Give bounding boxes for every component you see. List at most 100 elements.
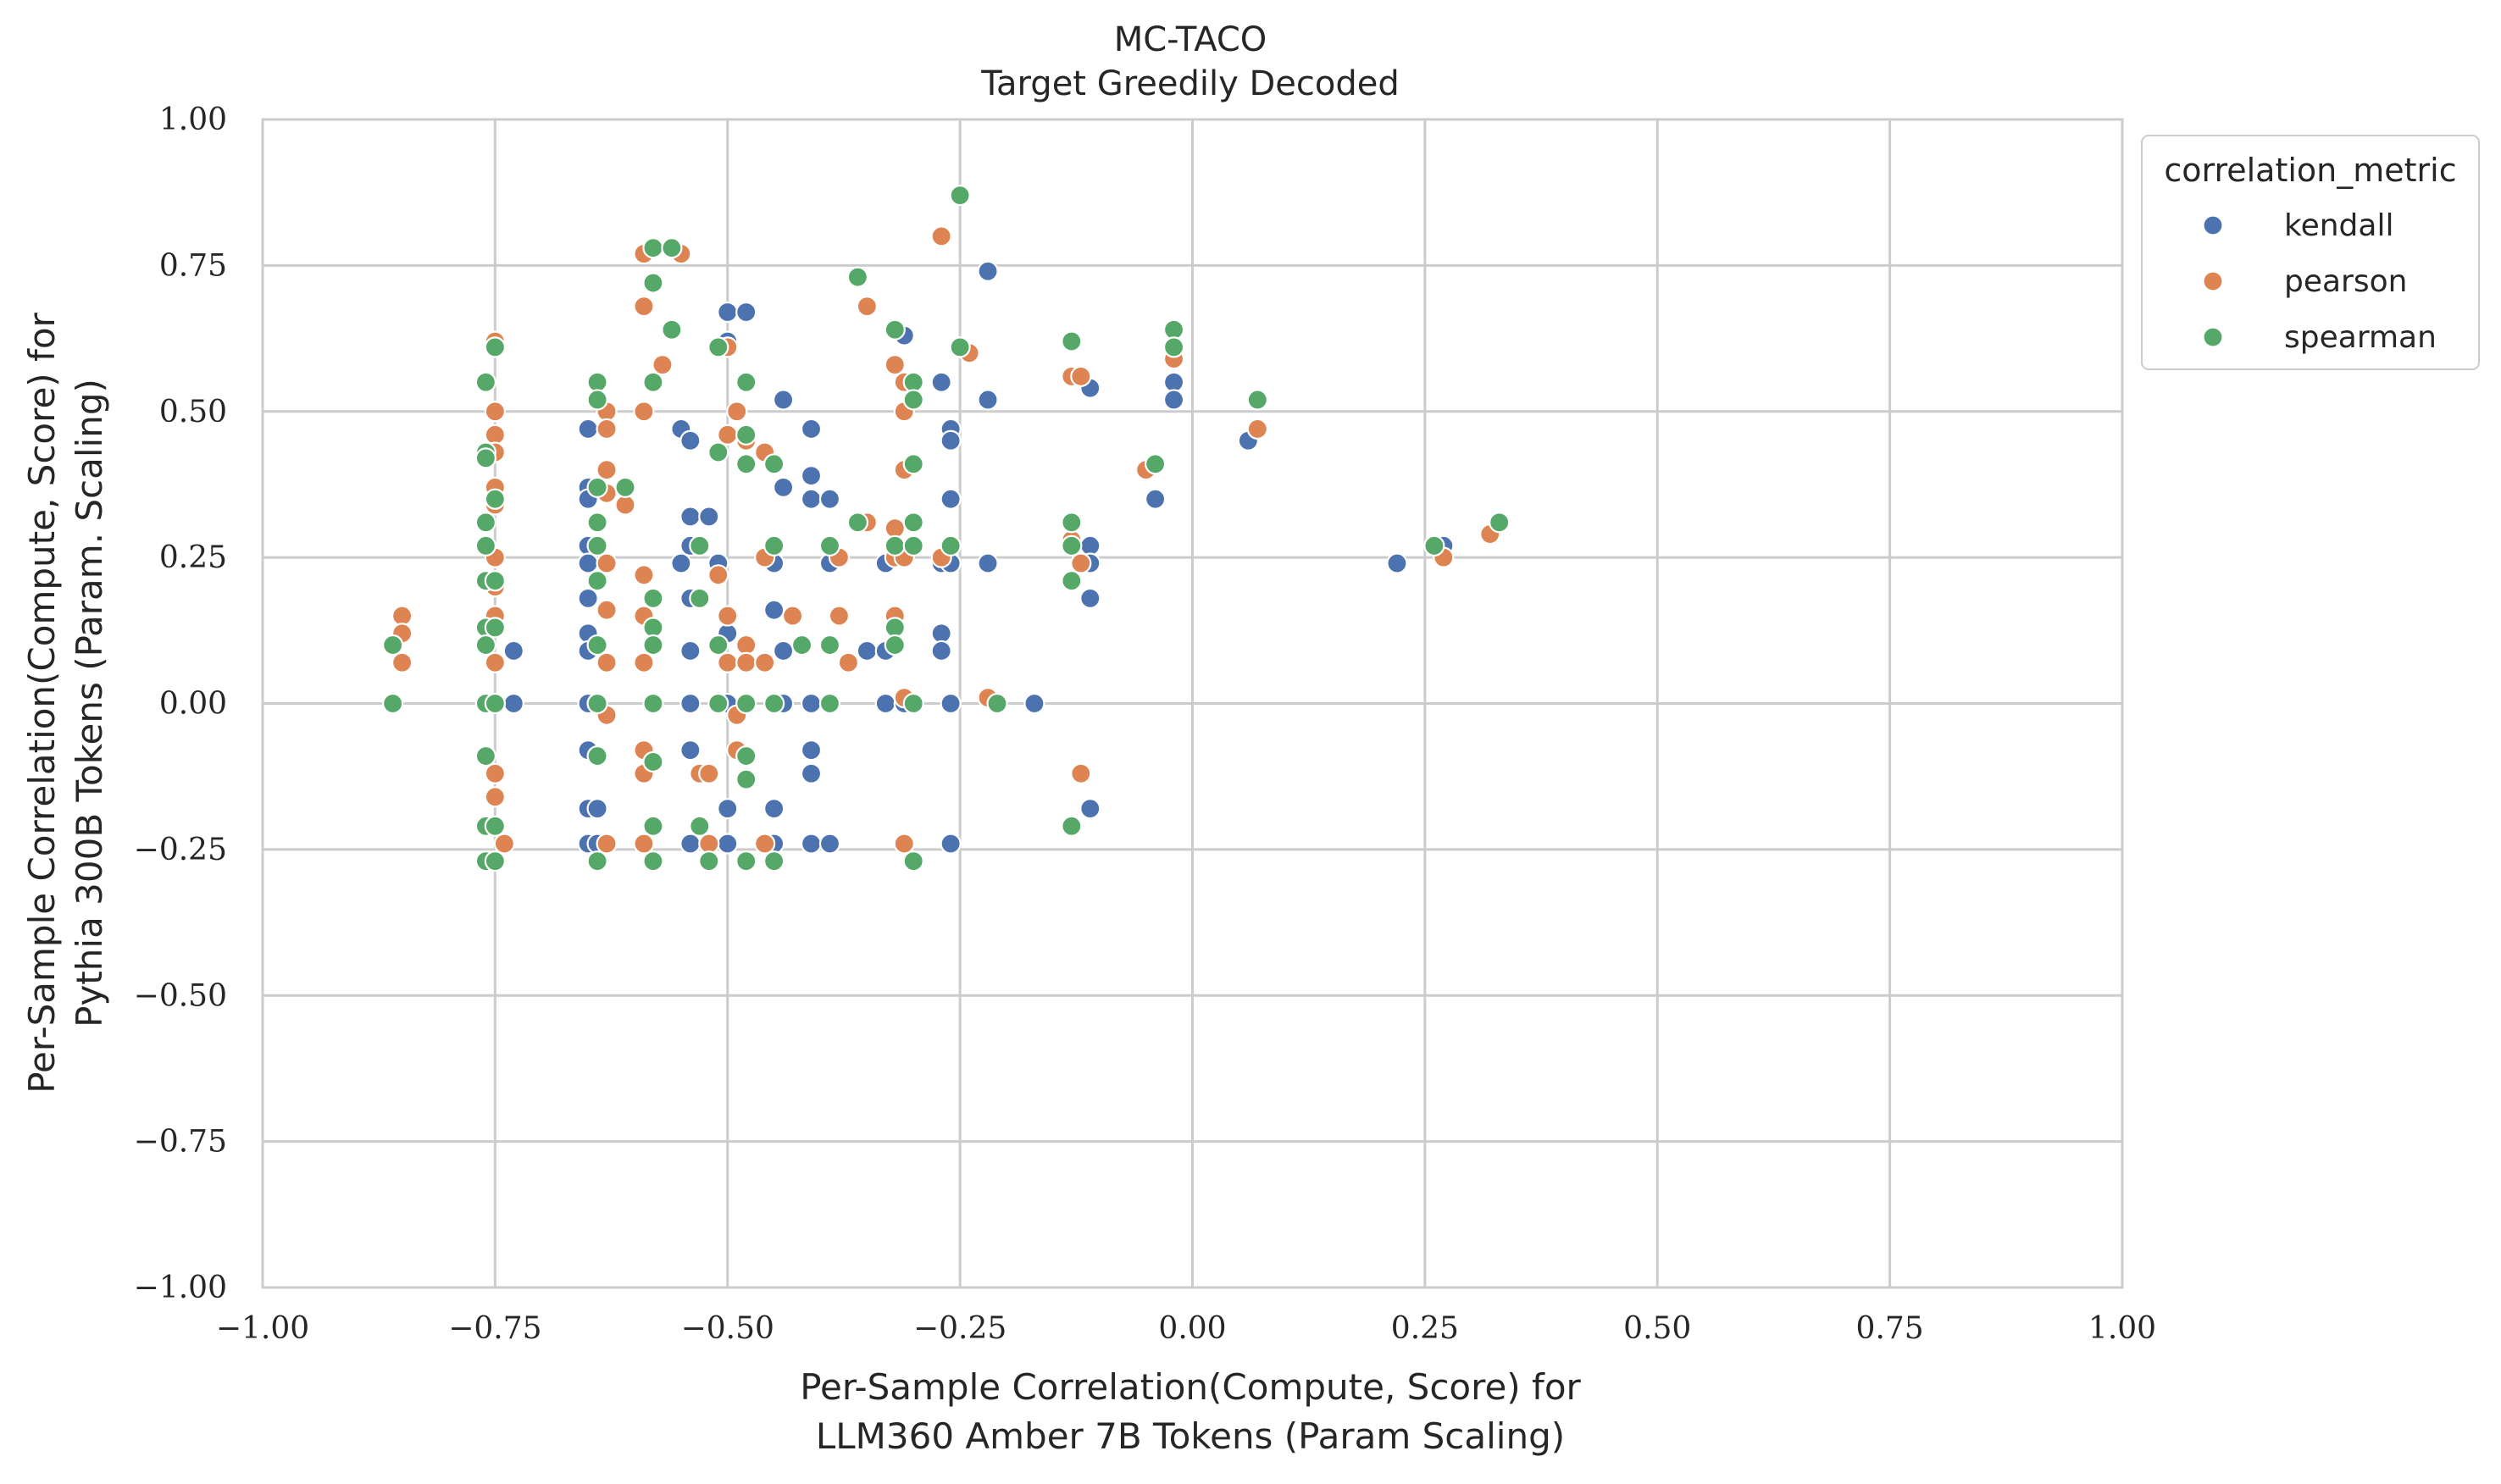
- point-spearman: [735, 371, 757, 393]
- point-pearson: [837, 651, 860, 673]
- x-tick-label: 0.50: [1623, 1311, 1691, 1346]
- point-pearson: [484, 762, 506, 784]
- chart-subtitle: Target Greedily Decoded: [980, 64, 1400, 103]
- point-pearson: [484, 786, 506, 808]
- point-kendall: [1162, 389, 1185, 411]
- point-pearson: [596, 599, 618, 621]
- point-pearson: [735, 634, 757, 656]
- grid-lines: [261, 118, 2124, 1289]
- point-spearman: [707, 336, 729, 358]
- y-tick-labels: −1.00 −0.75 −0.50 −0.25 0.00 0.25 0.50 0.75 1.00: [134, 102, 227, 1305]
- point-pearson: [717, 605, 739, 627]
- point-spearman: [1489, 512, 1511, 534]
- point-kendall: [679, 640, 702, 662]
- point-kendall: [577, 418, 599, 440]
- point-spearman: [474, 447, 497, 469]
- point-kendall: [800, 692, 823, 715]
- plot-frame: [261, 118, 2124, 1289]
- point-pearson: [893, 833, 915, 855]
- point-spearman: [735, 424, 757, 446]
- point-spearman: [884, 617, 906, 639]
- point-pearson: [698, 833, 720, 855]
- point-kendall: [502, 640, 524, 662]
- point-spearman: [474, 634, 497, 656]
- point-spearman: [586, 476, 608, 498]
- point-kendall: [940, 833, 962, 855]
- point-spearman: [818, 534, 841, 556]
- point-pearson: [633, 296, 655, 318]
- point-spearman: [949, 336, 971, 358]
- point-kendall: [800, 418, 823, 440]
- point-spearman: [698, 850, 720, 872]
- x-tick-label: −1.00: [216, 1311, 309, 1346]
- point-spearman: [661, 237, 683, 259]
- y-tick-label: 0.75: [159, 248, 227, 283]
- y-tick-label: −0.50: [134, 978, 227, 1013]
- y-tick-label: 0.00: [159, 687, 227, 722]
- legend: correlation_metric kendall pearson spearma…: [2141, 135, 2480, 370]
- point-spearman: [818, 634, 841, 656]
- point-kendall: [940, 692, 962, 715]
- point-spearman: [484, 692, 506, 715]
- point-spearman: [763, 534, 785, 556]
- x-tick-label: 0.00: [1158, 1311, 1226, 1346]
- point-spearman: [884, 318, 906, 341]
- point-kendall: [679, 739, 702, 761]
- x-axis-label-line-2: LLM360 Amber 7B Tokens (Param Scaling): [816, 1415, 1565, 1457]
- point-kendall: [670, 552, 692, 574]
- point-pearson: [781, 605, 804, 627]
- point-spearman: [642, 617, 664, 639]
- point-pearson: [754, 833, 776, 855]
- point-kendall: [874, 692, 896, 715]
- point-kendall: [977, 552, 999, 574]
- point-spearman: [484, 488, 506, 510]
- point-kendall: [1162, 371, 1185, 393]
- point-pearson: [652, 353, 674, 376]
- point-kendall: [856, 640, 878, 662]
- point-kendall: [1079, 587, 1101, 609]
- point-spearman: [586, 512, 608, 534]
- point-spearman: [735, 692, 757, 715]
- point-kendall: [717, 798, 739, 820]
- point-spearman: [1061, 512, 1083, 534]
- point-kendall: [818, 488, 841, 510]
- point-spearman: [902, 512, 924, 534]
- point-kendall: [800, 762, 823, 784]
- point-spearman: [382, 692, 404, 715]
- point-pearson: [717, 651, 739, 673]
- point-spearman: [586, 534, 608, 556]
- point-spearman: [1144, 453, 1167, 475]
- legend-marker-kendall: [2202, 214, 2224, 236]
- point-kendall: [679, 833, 702, 855]
- point-pearson: [484, 401, 506, 423]
- point-pearson: [596, 651, 618, 673]
- point-spearman: [707, 634, 729, 656]
- point-pearson: [828, 605, 851, 627]
- point-kendall: [502, 692, 524, 715]
- point-pearson: [493, 833, 515, 855]
- x-tick-label: 1.00: [2088, 1311, 2156, 1346]
- point-kendall: [586, 798, 608, 820]
- x-tick-label: −0.50: [681, 1311, 774, 1346]
- point-spearman: [763, 850, 785, 872]
- legend-marker-spearman: [2202, 326, 2224, 348]
- point-kendall: [717, 833, 739, 855]
- point-kendall: [679, 692, 702, 715]
- point-kendall: [1079, 798, 1101, 820]
- point-pearson: [726, 401, 748, 423]
- point-spearman: [661, 318, 683, 341]
- point-kendall: [698, 506, 720, 528]
- point-spearman: [1246, 389, 1268, 411]
- point-spearman: [763, 692, 785, 715]
- x-tick-label: −0.75: [448, 1311, 541, 1346]
- point-spearman: [707, 692, 729, 715]
- point-spearman: [949, 185, 971, 207]
- point-kendall: [800, 833, 823, 855]
- y-tick-label: −0.75: [134, 1125, 227, 1160]
- point-spearman: [707, 441, 729, 463]
- point-pearson: [391, 605, 413, 627]
- point-spearman: [586, 634, 608, 656]
- point-spearman: [735, 768, 757, 790]
- y-tick-label: −0.25: [134, 833, 227, 867]
